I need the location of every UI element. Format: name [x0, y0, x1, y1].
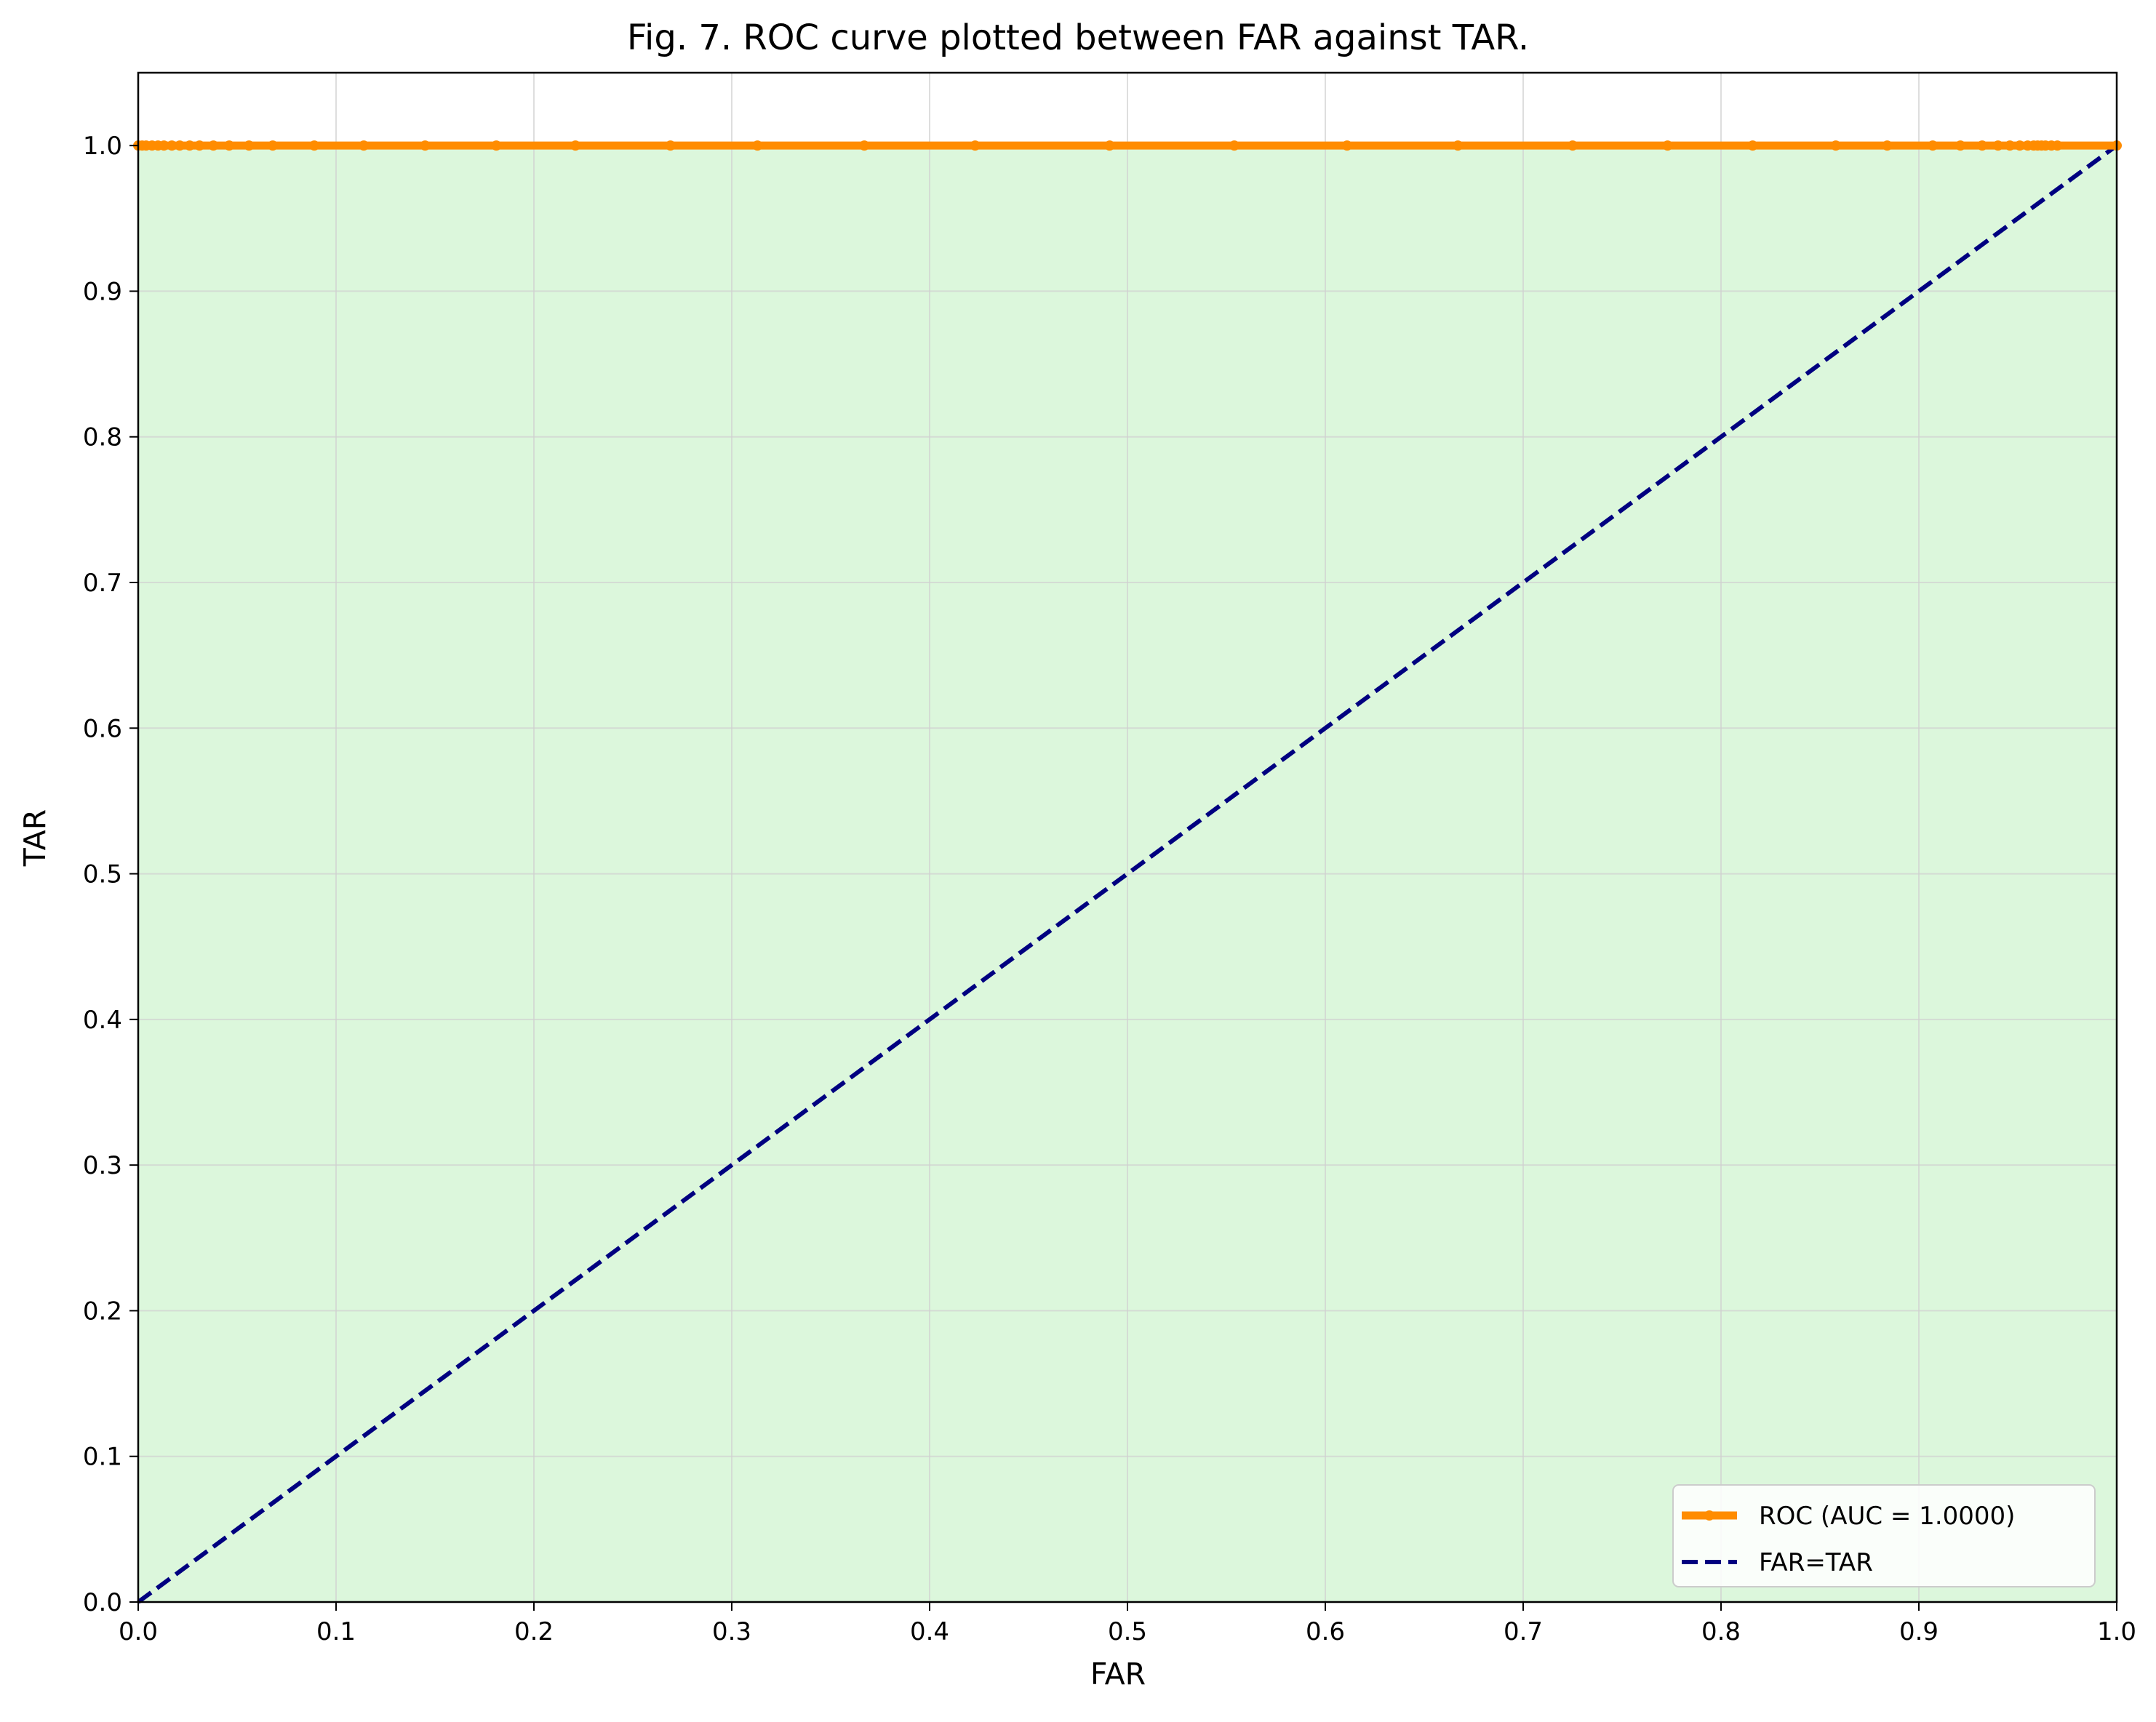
roc-point [420, 140, 431, 151]
roc-point [1341, 140, 1352, 151]
roc-point [1955, 140, 1966, 151]
far-tar-diagonal-line [137, 143, 2118, 1604]
y-tick-label: 0.4 [83, 1006, 122, 1035]
legend-label: FAR=TAR [1759, 1548, 1873, 1577]
x-tick-label: 0.0 [119, 1617, 158, 1646]
x-tick-label: 0.5 [1108, 1617, 1147, 1646]
roc-point [208, 140, 219, 151]
roc-point [752, 140, 763, 151]
roc-point [167, 140, 177, 151]
roc-point [359, 140, 370, 151]
x-axis-label: FAR [1090, 1657, 1146, 1691]
roc-point [570, 140, 581, 151]
roc-point [159, 140, 169, 151]
roc-point [2052, 140, 2063, 151]
chart-title: Fig. 7. ROC curve plotted between FAR ag… [627, 17, 1529, 58]
roc-point [1830, 140, 1841, 151]
y-tick-label: 0.6 [83, 714, 122, 743]
y-axis-label: TAR [17, 809, 52, 867]
roc-point [1882, 140, 1893, 151]
roc-point [224, 140, 235, 151]
roc-point [184, 140, 195, 151]
roc-point [309, 140, 320, 151]
ticks-layer: 0.0 0.1 0.2 0.3 0.4 0.5 0.6 0.7 0.8 0.9 1.0 0.0 0.1 0… [83, 132, 2136, 1646]
y-tick-label: 1.0 [83, 132, 122, 161]
x-tick-label: 0.9 [1899, 1617, 1939, 1646]
roc-point [1453, 140, 1464, 151]
roc-point [194, 140, 205, 151]
x-tick-label: 0.7 [1504, 1617, 1543, 1646]
roc-point [175, 140, 185, 151]
roc-point [1992, 140, 2003, 151]
x-tick-label: 0.1 [316, 1617, 356, 1646]
roc-point [2014, 140, 2025, 151]
y-tick-label: 0.5 [83, 860, 122, 889]
legend-label: ROC (AUC = 1.0000) [1759, 1502, 2015, 1531]
roc-point [1662, 140, 1673, 151]
legend: ROC (AUC = 1.0000) FAR=TAR [1672, 1484, 2096, 1587]
roc-point [267, 140, 278, 151]
roc-point [859, 140, 870, 151]
roc-point [1928, 140, 1939, 151]
y-tick-label: 0.3 [83, 1151, 122, 1180]
roc-point [1104, 140, 1115, 151]
roc-point [491, 140, 502, 151]
roc-point [244, 140, 255, 151]
x-tick-label: 0.3 [712, 1617, 751, 1646]
y-tick-label: 0.8 [83, 423, 122, 452]
y-tick-label: 0.2 [83, 1297, 122, 1326]
x-tick-label: 1.0 [2097, 1617, 2136, 1646]
roc-point [1977, 140, 1988, 151]
y-tick-label: 0.7 [83, 569, 122, 598]
x-tick-label: 0.2 [514, 1617, 554, 1646]
roc-point [665, 140, 676, 151]
y-tick-label: 0.0 [83, 1588, 122, 1617]
roc-point [970, 140, 981, 151]
legend-box [1672, 1484, 2096, 1587]
legend-swatch-roc-marker [1704, 1510, 1714, 1521]
x-tick-label: 0.6 [1306, 1617, 1345, 1646]
roc-point [1747, 140, 1758, 151]
roc-point [1568, 140, 1578, 151]
y-tick-label: 0.9 [83, 277, 122, 306]
roc-point [2005, 140, 2016, 151]
x-tick-label: 0.8 [1701, 1617, 1741, 1646]
y-tick-label: 0.1 [83, 1443, 122, 1472]
x-tick-label: 0.4 [910, 1617, 949, 1646]
roc-point [1229, 140, 1239, 151]
